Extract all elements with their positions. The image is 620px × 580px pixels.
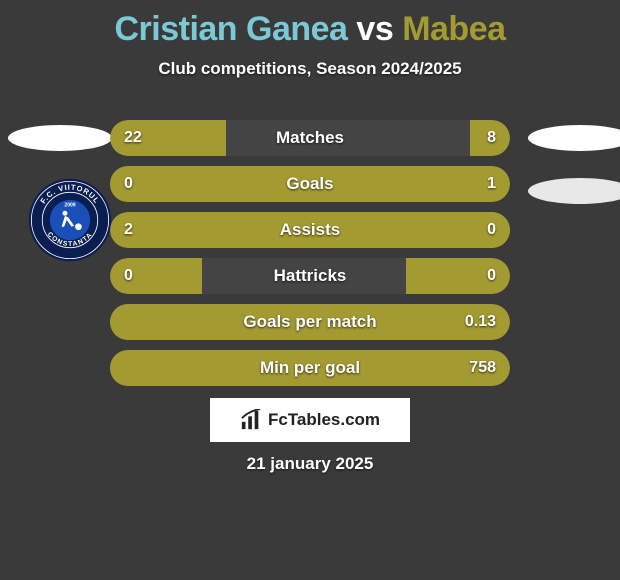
subtitle: Club competitions, Season 2024/2025 bbox=[0, 59, 620, 79]
date-label: 21 january 2025 bbox=[0, 454, 620, 474]
player-a-name: Cristian Ganea bbox=[114, 10, 347, 48]
decorative-ellipse-right-2 bbox=[528, 178, 620, 204]
brand-label: FcTables.com bbox=[268, 410, 380, 430]
stat-value-b: 1 bbox=[487, 166, 496, 202]
stat-value-a: 0 bbox=[124, 258, 133, 294]
player-b-name: Mabea bbox=[402, 10, 505, 48]
vs-label: vs bbox=[356, 10, 402, 48]
brand-badge[interactable]: FcTables.com bbox=[210, 398, 410, 442]
stats-container: Matches228Goals01Assists20Hattricks00Goa… bbox=[110, 120, 510, 396]
stat-value-b: 0.13 bbox=[465, 304, 496, 340]
stat-value-b: 0 bbox=[487, 212, 496, 248]
stat-value-a: 22 bbox=[124, 120, 142, 156]
stat-row: Assists2 0 bbox=[110, 212, 510, 248]
decorative-ellipse-left-1 bbox=[8, 125, 112, 151]
decorative-ellipse-right-1 bbox=[528, 125, 620, 151]
stat-row: Matches22 8 bbox=[110, 120, 510, 156]
stat-value-b: 8 bbox=[487, 120, 496, 156]
stat-label: Assists bbox=[110, 212, 510, 248]
svg-text:2009: 2009 bbox=[64, 203, 75, 209]
stat-value-b: 0 bbox=[487, 258, 496, 294]
stat-label: Matches bbox=[110, 120, 510, 156]
stat-label: Hattricks bbox=[110, 258, 510, 294]
stat-row: Goals0 1 bbox=[110, 166, 510, 202]
stat-value-b: 758 bbox=[469, 350, 496, 386]
stat-value-a: 0 bbox=[124, 166, 133, 202]
bar-chart-icon bbox=[240, 409, 262, 431]
stat-row: Goals per match0.13 bbox=[110, 304, 510, 340]
stat-value-a: 2 bbox=[124, 212, 133, 248]
club-badge: F.C. VIITORUL CONSTANTA 2009 bbox=[28, 178, 112, 262]
page-title: Cristian Ganea vs Mabea bbox=[0, 0, 620, 49]
stat-row: Hattricks0 0 bbox=[110, 258, 510, 294]
stat-label: Goals bbox=[110, 166, 510, 202]
stat-label: Goals per match bbox=[110, 304, 510, 340]
stat-label: Min per goal bbox=[110, 350, 510, 386]
stat-row: Min per goal758 bbox=[110, 350, 510, 386]
